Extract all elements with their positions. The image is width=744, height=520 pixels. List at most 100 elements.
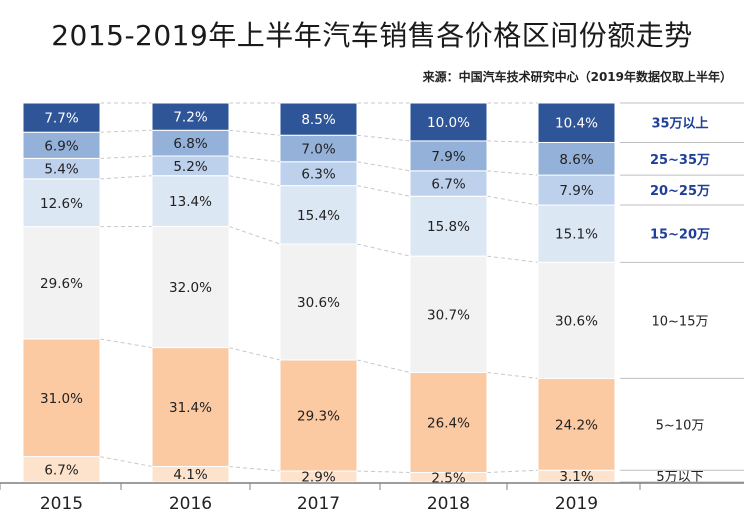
bars — [22, 102, 616, 483]
connector-line — [99, 338, 153, 349]
x-tick-label: 2015 — [40, 494, 83, 514]
bar-segment — [22, 338, 101, 458]
data-label: 30.6% — [297, 295, 340, 311]
data-label: 6.9% — [44, 138, 78, 154]
connector-line — [228, 129, 281, 136]
bar-segment — [151, 225, 230, 349]
data-label: 30.7% — [427, 307, 470, 323]
data-label: 32.0% — [169, 280, 212, 296]
data-label: 6.3% — [301, 167, 335, 183]
data-label: 13.4% — [169, 194, 212, 210]
connector-line — [356, 243, 411, 257]
data-label: 7.9% — [431, 149, 465, 165]
legend-entry: 5~10万 — [656, 418, 705, 433]
connector-line — [486, 255, 539, 263]
data-label: 7.7% — [44, 111, 78, 127]
connector-line — [356, 185, 411, 197]
legend-entry: 10~15万 — [652, 314, 709, 329]
data-label: 26.4% — [427, 415, 470, 431]
bar-segment — [537, 141, 616, 176]
data-label: 6.8% — [173, 136, 207, 152]
data-label: 12.6% — [40, 196, 83, 212]
connector-line — [228, 347, 281, 361]
bar-segment — [22, 456, 101, 483]
bar-segment — [151, 175, 230, 227]
bar-segment — [409, 371, 488, 474]
data-label: 29.3% — [297, 408, 340, 424]
legend-entry: 35万以上 — [651, 117, 708, 132]
x-axis: 2015 2016 2017 2018 2019 — [0, 482, 744, 514]
legend-entry: 20~25万 — [650, 184, 710, 199]
connector-line — [486, 195, 539, 206]
data-label: 24.2% — [555, 417, 598, 433]
data-label: 10.0% — [427, 115, 470, 131]
x-tick-label: 2017 — [297, 494, 340, 514]
data-label: 2.5% — [431, 470, 465, 486]
data-label: 31.0% — [40, 391, 83, 407]
chart-title: 2015-2019年上半年汽车销售各价格区间份额走势 — [51, 19, 693, 52]
bar-segment — [537, 261, 616, 379]
connector-line — [99, 155, 153, 159]
data-label: 6.7% — [431, 177, 465, 193]
bar-segment — [22, 131, 101, 159]
bar-segment — [22, 226, 101, 340]
bar-segment — [279, 243, 358, 361]
data-labels: 6.7% 31.0% 29.6% 12.6% 5.4% 6.9% 7.7% 4.1% 31.4%… — [40, 110, 598, 487]
data-label: 5.2% — [173, 159, 207, 175]
data-label: 7.0% — [301, 141, 335, 157]
data-label: 5.4% — [44, 162, 78, 178]
connector-line — [356, 359, 411, 373]
connector-line — [356, 134, 411, 142]
data-label: 30.6% — [555, 313, 598, 329]
legend-entry: 15~20万 — [650, 228, 710, 243]
data-label: 15.1% — [555, 227, 598, 243]
bar-segment — [537, 204, 616, 263]
bar-segment — [151, 347, 230, 467]
connector-line — [228, 155, 281, 163]
legend: 5万以下 5~10万 10~15万 15~20万 20~25万 25~35万 35万以上 — [620, 102, 744, 485]
bar-segment — [537, 102, 616, 143]
connector-line — [356, 161, 411, 172]
bar-segment — [22, 178, 101, 228]
x-tick-label: 2018 — [427, 494, 470, 514]
x-tick-label: 2019 — [555, 494, 598, 514]
bar-segment — [151, 102, 230, 131]
connector-line — [228, 465, 281, 472]
legend-entry: 25~35万 — [650, 153, 710, 168]
connector-line — [486, 140, 539, 143]
connector-line — [99, 456, 153, 467]
data-label: 2.9% — [301, 470, 335, 486]
bar-segment — [409, 255, 488, 373]
bar-segment — [409, 195, 488, 257]
x-tick-label: 2016 — [169, 494, 212, 514]
chart-source: 来源：中国汽车技术研究中心（2019年数据仅取上半年） — [422, 70, 732, 84]
data-label: 10.4% — [555, 116, 598, 132]
data-label: 6.7% — [44, 462, 78, 478]
data-label: 3.1% — [559, 469, 593, 485]
connector-line — [486, 371, 539, 379]
bar-segment — [279, 359, 358, 472]
data-label: 8.5% — [301, 112, 335, 128]
bar-segment — [537, 377, 616, 471]
bar-segment — [279, 102, 358, 136]
connector-lines — [99, 102, 539, 474]
bar-segment — [279, 185, 358, 245]
connector-line — [356, 470, 411, 474]
connector-line — [486, 170, 539, 176]
connector-line — [228, 225, 281, 245]
data-label: 8.6% — [559, 152, 593, 168]
connector-line — [228, 175, 281, 187]
data-label: 29.6% — [40, 276, 83, 292]
bar-segment — [151, 129, 230, 157]
data-label: 4.1% — [173, 467, 207, 483]
data-label: 31.4% — [169, 400, 212, 416]
data-label: 7.2% — [173, 110, 207, 126]
connector-line — [99, 129, 153, 133]
data-label: 15.4% — [297, 208, 340, 224]
connector-line — [99, 175, 153, 180]
bar-segment — [409, 102, 488, 142]
connector-line — [486, 469, 539, 474]
bar-segment — [22, 102, 101, 133]
data-label: 15.8% — [427, 219, 470, 235]
